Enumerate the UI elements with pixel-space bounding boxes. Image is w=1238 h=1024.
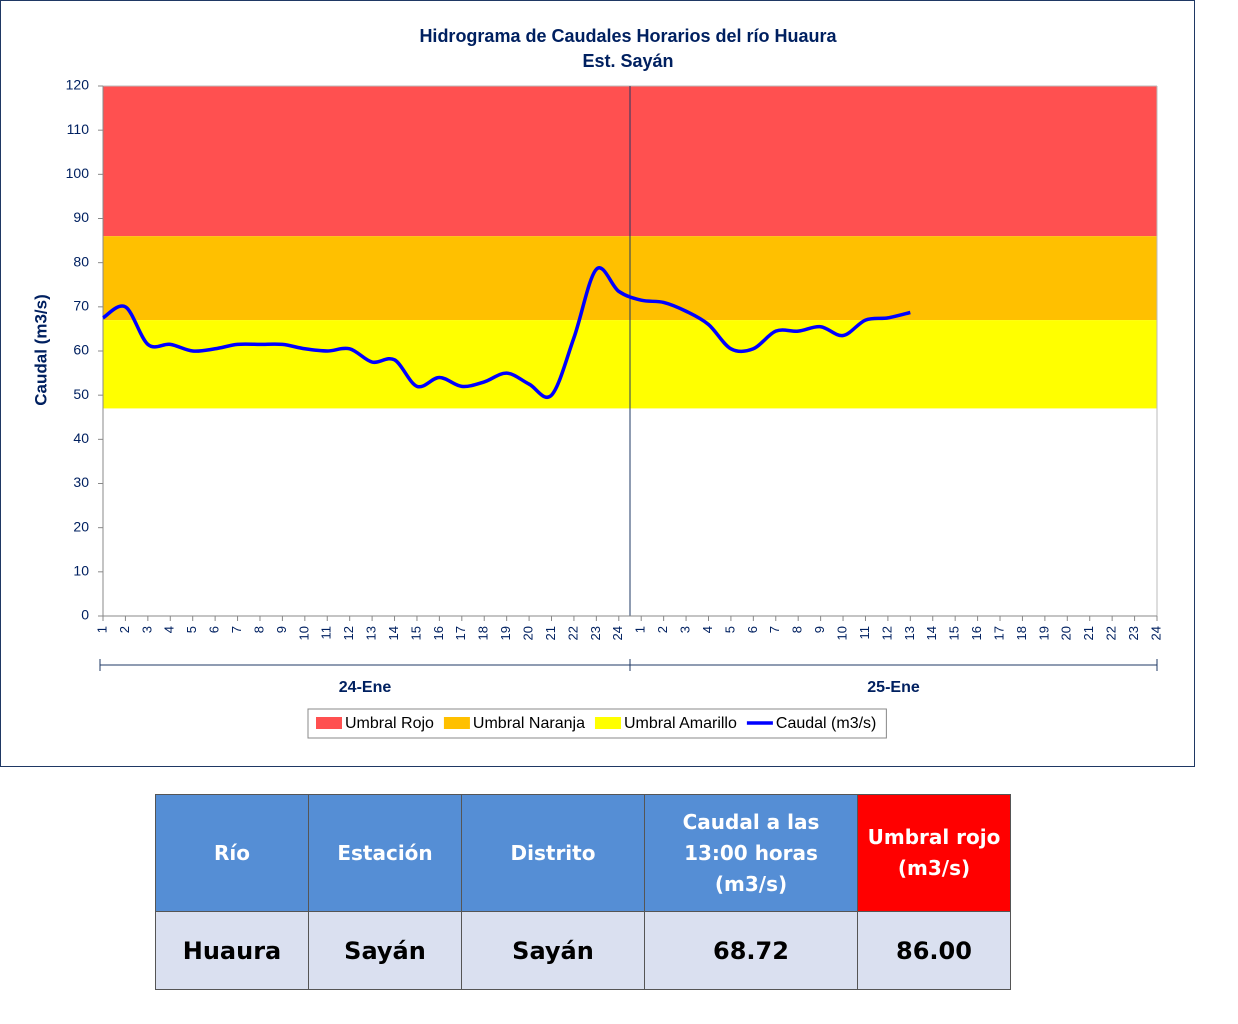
x-tick-label: 4 (162, 626, 177, 633)
x-tick-label: 23 (1126, 626, 1141, 640)
x-tick-label: 7 (229, 626, 244, 633)
x-tick-label: 4 (700, 626, 715, 633)
x-tick-label: 11 (319, 626, 334, 640)
y-tick-label: 10 (73, 563, 89, 579)
x-tick-label: 16 (431, 626, 446, 640)
x-tick-label: 3 (678, 626, 693, 633)
x-tick-label: 24 (610, 626, 625, 640)
x-tick-label: 10 (296, 626, 311, 640)
x-tick-label: 17 (453, 626, 468, 640)
x-tick-label: 5 (184, 626, 199, 633)
cell: Huaura (155, 911, 309, 990)
x-tick-label: 23 (588, 626, 603, 640)
y-tick-label: 30 (73, 474, 89, 490)
legend-label: Umbral Naranja (473, 715, 585, 732)
chart-title: Hidrograma de Caudales Horarios del río … (419, 26, 837, 46)
x-tick-label: 6 (207, 626, 222, 633)
x-tick-label: 18 (476, 626, 491, 640)
group-label: 24-Ene (339, 679, 392, 696)
chart: Hidrograma de Caudales Horarios del río … (0, 0, 1195, 767)
x-tick-label: 6 (745, 626, 760, 633)
header-cell: Río (155, 794, 309, 912)
y-tick-label: 70 (73, 298, 89, 314)
cell: Sayán (308, 911, 462, 990)
header-cell: Distrito (461, 794, 645, 912)
data-row: Huaura Sayán Sayán 68.72 86.00 (155, 911, 1011, 990)
legend: Umbral Rojo Umbral Naranja Umbral Amarillo… (307, 708, 887, 739)
y-tick-label: 50 (73, 386, 89, 402)
cell: 86.00 (857, 911, 1011, 990)
legend-label: Umbral Amarillo (624, 715, 737, 732)
x-tick-label: 14 (386, 626, 401, 640)
x-tick-label: 9 (812, 626, 827, 633)
x-tick-label: 8 (790, 626, 805, 633)
x-tick-label: 17 (991, 626, 1006, 640)
y-tick-label: 90 (73, 209, 89, 225)
y-tick-label: 100 (66, 165, 90, 181)
y-tick-label: 120 (66, 77, 90, 93)
x-tick-label: 18 (1014, 626, 1029, 640)
x-tick-label: 16 (969, 626, 984, 640)
legend-swatch (594, 717, 621, 729)
x-tick-label: 2 (655, 626, 670, 633)
x-tick-label: 7 (767, 626, 782, 633)
x-tick-label: 10 (834, 626, 849, 640)
header-cell: Estación (308, 794, 462, 912)
header-cell: Umbral rojo (m3/s) (857, 794, 1011, 912)
group-label: 25-Ene (867, 679, 920, 696)
cell: Sayán (461, 911, 645, 990)
x-tick-label: 19 (1036, 626, 1051, 640)
chart-subtitle: Est. Sayán (582, 51, 673, 71)
x-tick-label: 9 (274, 626, 289, 633)
x-tick-label: 20 (521, 626, 536, 640)
x-tick-label: 3 (139, 626, 154, 633)
x-tick-label: 2 (117, 626, 132, 633)
x-tick-label: 12 (879, 626, 894, 640)
x-tick-label: 14 (924, 626, 939, 640)
y-tick-label: 110 (67, 121, 90, 137)
cell: 68.72 (644, 911, 858, 990)
x-tick-label: 13 (364, 626, 379, 640)
header-row: Río Estación Distrito Caudal a las 13:00… (155, 794, 1011, 912)
summary-table: Río Estación Distrito Caudal a las 13:00… (155, 794, 1011, 990)
x-tick-label: 8 (251, 626, 266, 633)
x-tick-label: 21 (543, 626, 558, 640)
x-tick-label: 12 (341, 626, 356, 640)
header-cell: Caudal a las 13:00 horas (m3/s) (644, 794, 858, 912)
x-tick-label: 5 (722, 626, 737, 633)
y-tick-label: 60 (73, 342, 89, 358)
x-tick-label: 22 (565, 626, 580, 640)
x-tick-label: 13 (902, 626, 917, 640)
x-tick-label: 15 (947, 626, 962, 640)
y-tick-label: 40 (73, 430, 89, 446)
data-line (102, 266, 911, 399)
x-tick-label: 24 (1148, 626, 1163, 640)
x-tick-label: 15 (408, 626, 423, 640)
legend-swatch (443, 717, 470, 729)
x-tick-label: 1 (633, 626, 648, 633)
x-tick-label: 11 (857, 626, 872, 640)
y-tick-label: 80 (73, 253, 89, 269)
x-tick-label: 19 (498, 626, 513, 640)
legend-label: Caudal (m3/s) (776, 715, 876, 732)
x-tick-label: 1 (94, 626, 109, 633)
x-tick-label: 21 (1081, 626, 1096, 640)
y-tick-label: 20 (73, 518, 89, 534)
x-tick-label: 20 (1059, 626, 1074, 640)
legend-swatch (316, 717, 342, 729)
x-tick-label: 22 (1104, 626, 1119, 640)
y-tick-label: 0 (81, 607, 89, 623)
legend-label: Umbral Rojo (345, 715, 434, 732)
y-axis-label: Caudal (m3/s) (31, 294, 50, 405)
